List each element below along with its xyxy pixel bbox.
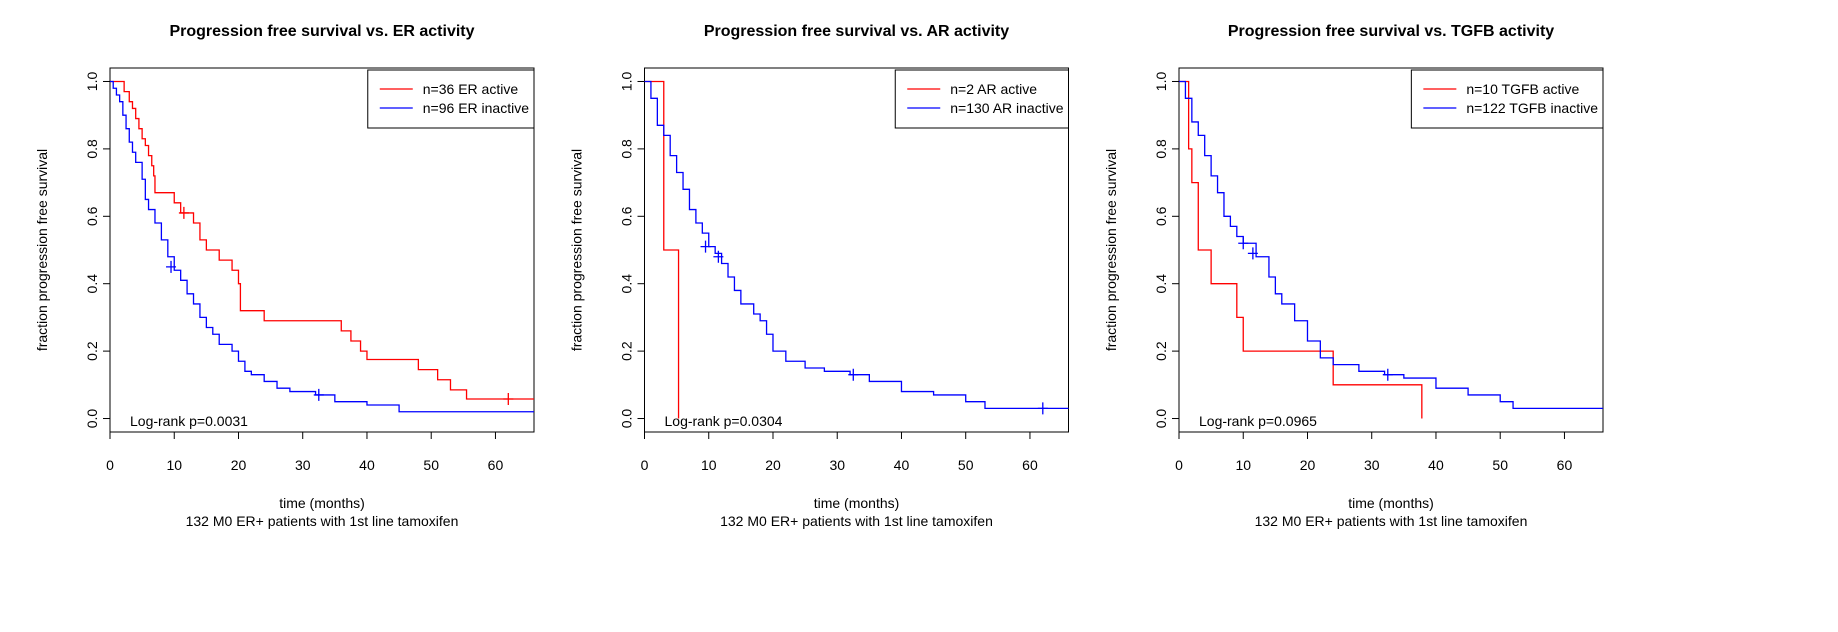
x-axis-label: time (months) xyxy=(279,495,365,511)
y-tick-label: 0.6 xyxy=(1153,206,1169,226)
survival-curve xyxy=(1179,80,1423,419)
x-tick-label: 60 xyxy=(1022,457,1038,473)
legend-label: n=10 TGFB active xyxy=(1466,81,1579,97)
x-axis-label: time (months) xyxy=(814,495,900,511)
annotation: Log-rank p=0.0031 xyxy=(130,413,248,429)
x-tick-label: 0 xyxy=(1175,457,1183,473)
survival-curve xyxy=(1179,80,1603,410)
legend-label: n=36 ER active xyxy=(423,81,519,97)
y-axis-label: fraction progression free survival xyxy=(1103,149,1119,351)
censor-mark xyxy=(848,368,859,381)
survival-curve xyxy=(110,80,534,400)
x-axis-label: time (months) xyxy=(1348,495,1434,511)
x-tick-label: 40 xyxy=(894,457,910,473)
legend-box xyxy=(367,69,535,129)
x-tick-label: 30 xyxy=(295,457,311,473)
legend: n=10 TGFB active n=122 TGFB inactive xyxy=(1410,69,1604,129)
censor-mark xyxy=(166,260,177,273)
y-tick-label: 0.8 xyxy=(1153,139,1169,159)
y-tick-label: 0.8 xyxy=(84,139,100,159)
x-tick-label: 50 xyxy=(423,457,439,473)
legend-box xyxy=(894,69,1069,129)
legend: n=2 AR active n=130 AR inactive xyxy=(894,69,1069,129)
y-tick-label: 0.6 xyxy=(619,206,635,226)
x-tick-label: 40 xyxy=(1428,457,1444,473)
censor-mark xyxy=(1238,237,1249,250)
legend-label: n=96 ER inactive xyxy=(423,100,529,116)
x-tick-label: 30 xyxy=(1364,457,1380,473)
y-tick-label: 0.4 xyxy=(84,274,100,294)
subtitle: 132 M0 ER+ patients with 1st line tamoxi… xyxy=(1255,513,1528,529)
legend-label: n=2 AR active xyxy=(950,81,1037,97)
x-tick-label: 50 xyxy=(958,457,974,473)
chart-title: Progression free survival vs. AR activit… xyxy=(704,23,1009,40)
censor-mark xyxy=(178,206,189,219)
legend-box xyxy=(1410,69,1604,129)
x-tick-label: 20 xyxy=(231,457,247,473)
censor-mark xyxy=(713,250,724,263)
subtitle: 132 M0 ER+ patients with 1st line tamoxi… xyxy=(186,513,459,529)
y-tick-label: 0.6 xyxy=(84,206,100,226)
censor-mark xyxy=(313,388,324,401)
y-tick-label: 0.2 xyxy=(84,341,100,361)
censor-mark xyxy=(1247,247,1258,260)
annotation: Log-rank p=0.0304 xyxy=(665,413,783,429)
y-tick-label: 0.8 xyxy=(619,139,635,159)
x-tick-label: 0 xyxy=(641,457,649,473)
y-tick-label: 1.0 xyxy=(84,72,100,92)
y-tick-label: 0.0 xyxy=(84,409,100,429)
x-tick-label: 10 xyxy=(1235,457,1251,473)
plot-frame xyxy=(109,67,535,433)
y-tick-label: 1.0 xyxy=(619,72,635,92)
y-tick-label: 0.2 xyxy=(1153,341,1169,361)
x-tick-label: 50 xyxy=(1492,457,1508,473)
y-axis-label: fraction progression free survival xyxy=(34,149,50,351)
x-tick-label: 60 xyxy=(1557,457,1573,473)
censor-mark xyxy=(1382,368,1393,381)
x-tick-label: 40 xyxy=(359,457,375,473)
x-tick-label: 20 xyxy=(765,457,781,473)
y-tick-label: 0.4 xyxy=(1153,274,1169,294)
x-tick-label: 10 xyxy=(701,457,717,473)
plot-frame xyxy=(644,67,1069,433)
chart-title: Progression free survival vs. ER activit… xyxy=(169,23,474,40)
x-tick-label: 10 xyxy=(166,457,182,473)
y-axis-label: fraction progression free survival xyxy=(569,149,585,351)
y-tick-label: 0.2 xyxy=(619,341,635,361)
y-tick-label: 0.0 xyxy=(619,409,635,429)
legend-label: n=122 TGFB inactive xyxy=(1466,100,1598,116)
subtitle: 132 M0 ER+ patients with 1st line tamoxi… xyxy=(720,513,993,529)
x-tick-label: 30 xyxy=(829,457,845,473)
legend-label: n=130 AR inactive xyxy=(950,100,1063,116)
x-tick-label: 0 xyxy=(106,457,114,473)
y-tick-label: 1.0 xyxy=(1153,72,1169,92)
survival-curve xyxy=(110,80,534,413)
plot-frame xyxy=(1178,67,1604,433)
legend: n=36 ER active n=96 ER inactive xyxy=(367,69,535,129)
survival-curve xyxy=(644,80,680,419)
censor-mark xyxy=(700,240,711,253)
x-tick-label: 20 xyxy=(1300,457,1316,473)
censor-mark xyxy=(1037,402,1048,415)
annotation: Log-rank p=0.0965 xyxy=(1199,413,1317,429)
chart-title: Progression free survival vs. TGFB activ… xyxy=(1228,23,1554,40)
censor-mark xyxy=(503,392,514,405)
x-tick-label: 60 xyxy=(488,457,504,473)
y-tick-label: 0.0 xyxy=(1153,409,1169,429)
y-tick-label: 0.4 xyxy=(619,274,635,294)
survival-curve xyxy=(644,80,1069,410)
